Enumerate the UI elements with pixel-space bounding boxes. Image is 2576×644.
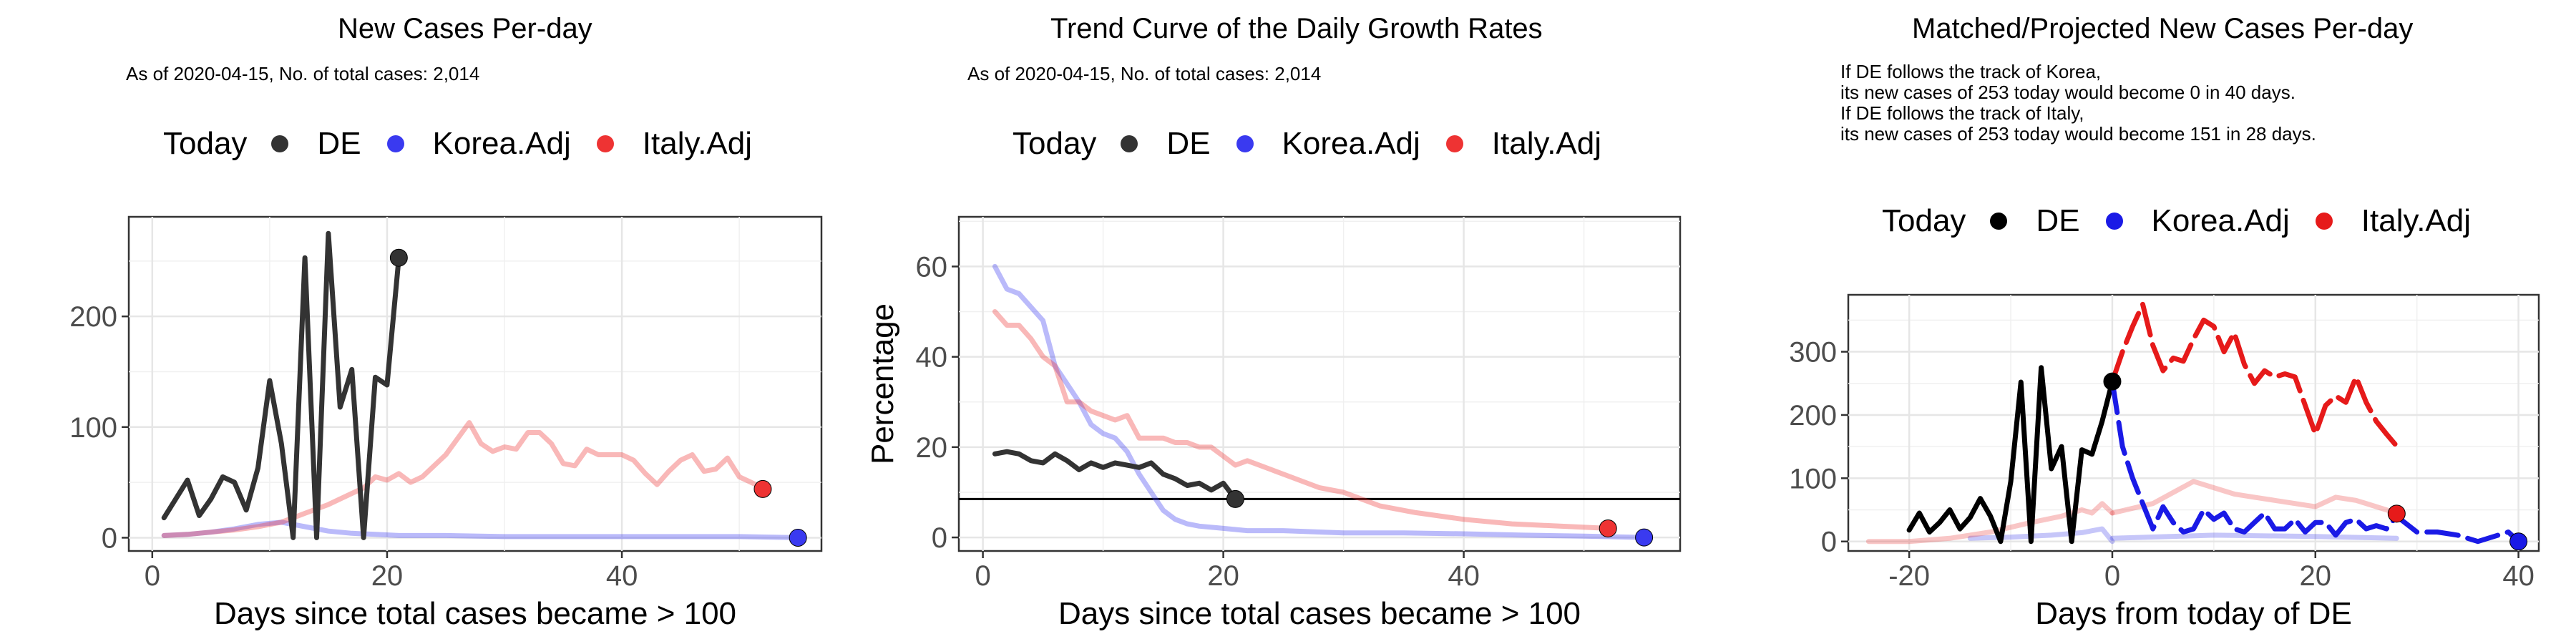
legend-title: Today [1882,203,1966,238]
legend-item-italy: Italy.Adj [596,126,753,162]
x-tick-label: 0 [145,560,160,592]
x-axis-title: Days since total cases became > 100 [214,596,736,631]
series-line-italy-adj-faint [2109,479,2399,516]
x-axis-title: Days from today of DE [2035,596,2352,631]
x-tick-label: 20 [371,560,404,592]
today-point-korea-adj [1635,528,1654,547]
x-tick-label: 40 [1448,560,1480,592]
chart-title: New Cases Per-day [338,13,592,44]
y-tick-label: 60 [916,251,948,283]
chart-title: Trend Curve of the Daily Growth Rates [1050,13,1543,44]
series-line-italy-adj-past [1865,501,2115,545]
legend-title: Today [163,126,248,161]
new-cases-chart: 0 20 40 0 100 200 Days since total cases becam… [69,215,823,631]
x-tick-label: 0 [2104,560,2120,592]
legend-label: Korea.Adj [1282,126,1420,161]
series-line-korea-adj-faint [2109,532,2399,541]
x-tick-label: 20 [2300,560,2332,592]
x-tick-label: 40 [2502,560,2534,592]
legend-dot-icon [386,135,404,152]
today-point-italy-adj [753,479,772,498]
today-point-italy-adj [2387,504,2406,523]
legend-item-korea: Korea.Adj [386,126,571,162]
legend-label: Italy.Adj [2361,203,2472,238]
legend-label: DE [317,126,361,161]
y-tick-label: 200 [1789,400,1837,431]
projected-cases-chart: -20 0 20 40 0 100 200 300 Days from today of DE [1789,293,2540,631]
today-point-de [389,248,408,267]
chart-title: Matched/Projected New Cases Per-day [1912,13,2414,44]
y-tick-label: 100 [69,412,117,444]
today-point-italy-adj [1599,519,1617,537]
today-point-de [2103,372,2122,391]
legend-dot-icon [1236,135,1254,152]
note-line: If DE follows the track of Italy, [1840,102,2084,124]
chart-panel-growth-rates: Trend Curve of the Daily Growth Rates As… [859,0,1717,644]
legend-dot-icon [1445,135,1463,152]
y-tick-label: 0 [932,522,947,554]
legend-item-korea: Korea.Adj [1236,126,1420,162]
series-line-korea-adj-past [1967,526,2115,545]
chart-subtitle: As of 2020-04-15, No. of total cases: 2,… [967,63,1322,84]
x-tick-label: 0 [975,560,990,592]
series-line-de [1906,365,2115,545]
y-tick-label: 20 [916,432,948,464]
today-point-de [1226,489,1244,508]
legend-dot-icon [1990,213,2008,230]
legend-title: Today [1013,126,1097,161]
projection-note: If DE follows the track of Korea, its ne… [1840,62,2316,145]
series-line-korea-adj [992,263,1647,540]
legend-dot-icon [271,135,289,152]
x-axis-title: Days since total cases became > 100 [1058,596,1581,631]
growth-rate-chart: 0 20 40 0 20 40 60 Days since total cases becam… [865,215,1682,631]
chart-legend: Today DE Korea.Adj Italy.Adj [163,126,778,162]
legend-label: Italy.Adj [642,126,753,161]
legend-dot-icon [2315,213,2333,230]
chart-legend: Today DE Korea.Adj Italy.Adj [1013,126,1627,162]
legend-label: Korea.Adj [432,126,571,161]
legend-item-de: DE [1121,126,1211,162]
y-tick-label: 300 [1789,337,1837,369]
series-line-italy-adj [161,420,766,538]
series-line-de [992,449,1238,502]
legend-label: DE [1166,126,1211,161]
today-point-korea-adj [2509,532,2528,551]
legend-item-italy: Italy.Adj [1445,126,1602,162]
chart-panel-projected: Matched/Projected New Cases Per-day If D… [1717,0,2576,644]
x-tick-label: 20 [1207,560,1239,592]
series-line-italy-adj-projected [2109,301,2399,449]
legend-label: Korea.Adj [2151,203,2290,238]
x-tick-label: 40 [606,560,638,592]
legend-label: Italy.Adj [1491,126,1602,161]
y-tick-label: 0 [1821,527,1837,558]
legend-dot-icon [1121,135,1138,152]
chart-panel-new-cases: New Cases Per-day As of 2020-04-15, No. … [0,0,859,644]
note-line: its new cases of 253 today would become … [1840,82,2296,103]
legend-dot-icon [596,135,614,152]
legend-item-italy: Italy.Adj [2315,203,2472,239]
plot-panel [127,215,823,552]
series-line-de [161,230,401,540]
chart-subtitle: As of 2020-04-15, No. of total cases: 2,… [126,63,480,84]
series-line-italy-adj [992,309,1611,531]
x-tick-label: -20 [1888,560,1930,592]
chart-legend: Today DE Korea.Adj Italy.Adj [1882,203,2497,239]
legend-item-korea: Korea.Adj [2105,203,2290,239]
legend-item-de: DE [271,126,361,162]
y-axis-title: Percentage [865,303,900,464]
note-line: its new cases of 253 today would become … [1840,123,2316,145]
legend-item-de: DE [1990,203,2080,239]
y-tick-label: 40 [916,342,948,374]
y-tick-label: 200 [69,301,117,333]
legend-label: DE [2036,203,2080,238]
today-point-korea-adj [789,528,807,547]
series-line-korea-adj-projected [2109,379,2522,545]
y-tick-label: 0 [102,522,117,554]
note-line: If DE follows the track of Korea, [1840,61,2102,82]
y-tick-label: 100 [1789,463,1837,494]
legend-dot-icon [2105,213,2123,230]
plot-panel [957,215,1682,552]
